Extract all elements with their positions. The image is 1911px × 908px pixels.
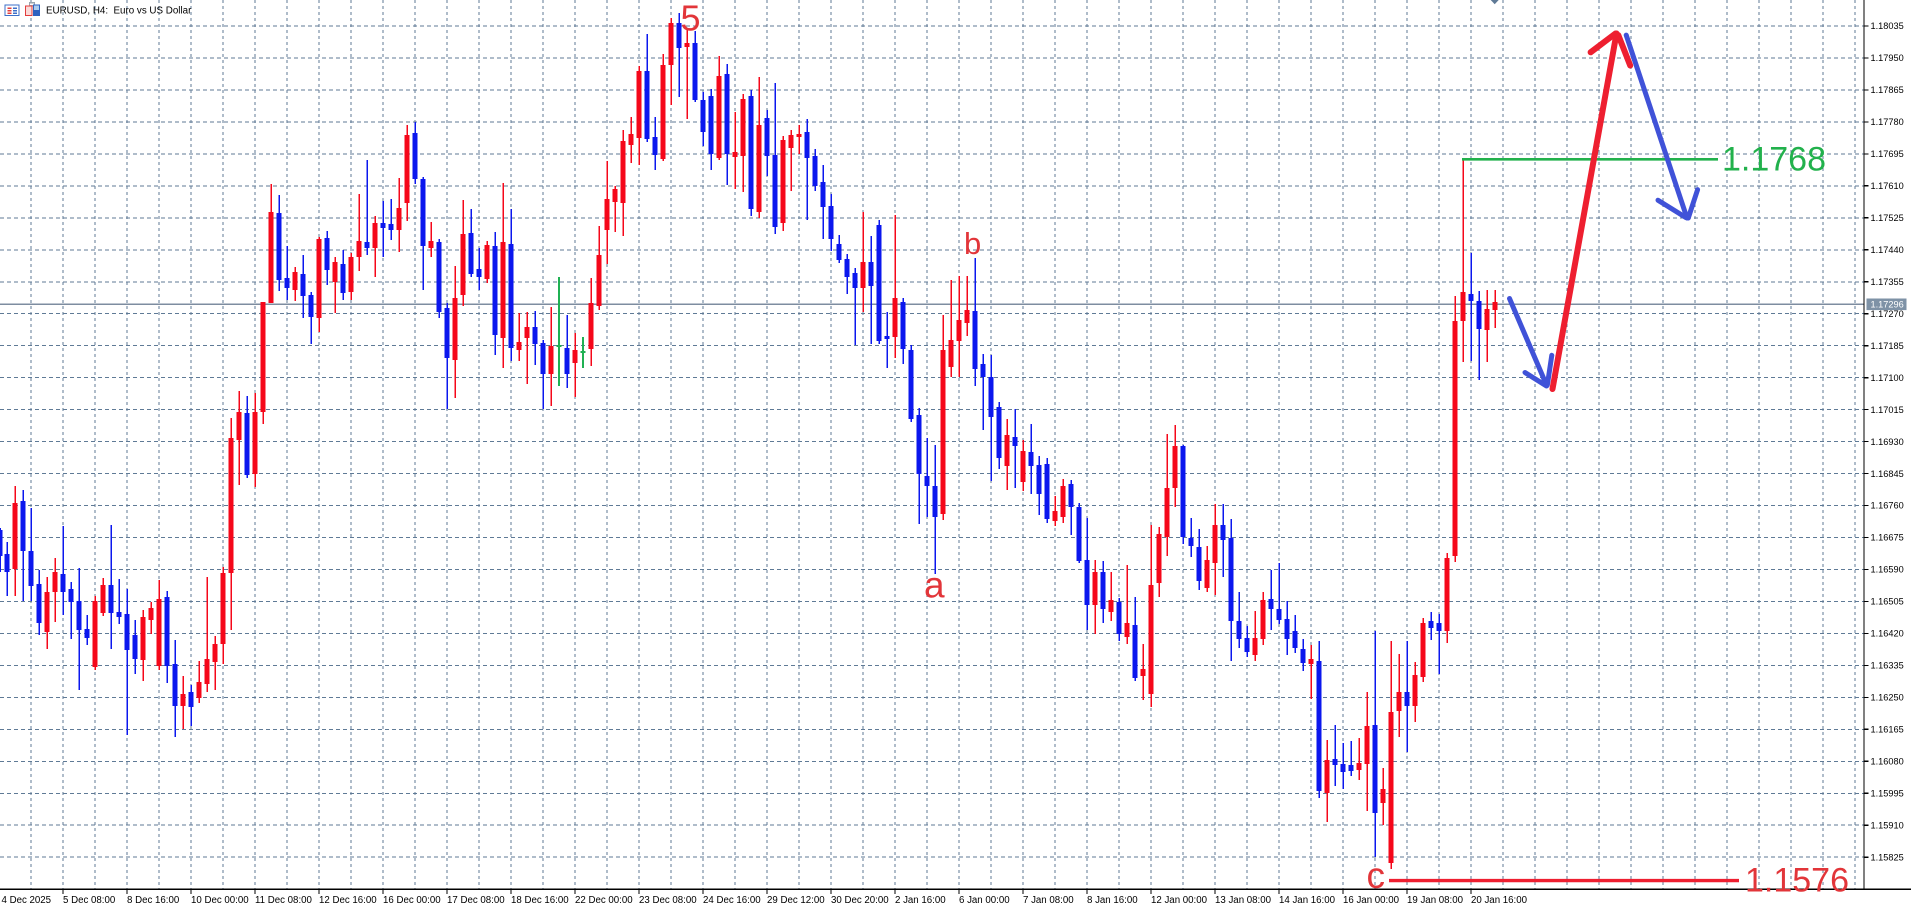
svg-text:1.17695: 1.17695 — [1871, 149, 1904, 159]
svg-text:2 Jan 16:00: 2 Jan 16:00 — [895, 895, 946, 906]
svg-text:10 Dec 00:00: 10 Dec 00:00 — [191, 895, 249, 906]
svg-text:22 Dec 00:00: 22 Dec 00:00 — [575, 895, 633, 906]
svg-text:30 Dec 20:00: 30 Dec 20:00 — [831, 895, 889, 906]
svg-text:23 Dec 08:00: 23 Dec 08:00 — [639, 895, 697, 906]
svg-text:a: a — [924, 565, 945, 606]
svg-text:4 Dec 2025: 4 Dec 2025 — [2, 895, 52, 906]
svg-text:EURUSD, H4: Euro vs US Dollar: EURUSD, H4: Euro vs US Dollar — [46, 6, 192, 17]
svg-text:1.16930: 1.16930 — [1871, 437, 1904, 447]
svg-text:1.16675: 1.16675 — [1871, 533, 1904, 543]
svg-text:14 Jan 16:00: 14 Jan 16:00 — [1279, 895, 1336, 906]
svg-text:1.16590: 1.16590 — [1871, 565, 1904, 575]
svg-text:1.17525: 1.17525 — [1871, 213, 1904, 223]
svg-text:6 Jan 00:00: 6 Jan 00:00 — [959, 895, 1010, 906]
svg-text:1.16335: 1.16335 — [1871, 661, 1904, 671]
svg-text:16 Jan 00:00: 16 Jan 00:00 — [1343, 895, 1400, 906]
svg-text:1.17100: 1.17100 — [1871, 373, 1904, 383]
svg-text:1.1768: 1.1768 — [1722, 141, 1826, 179]
svg-text:1.16165: 1.16165 — [1871, 725, 1904, 735]
svg-text:1.17270: 1.17270 — [1871, 309, 1904, 319]
svg-text:29 Dec 12:00: 29 Dec 12:00 — [767, 895, 825, 906]
svg-text:1.17355: 1.17355 — [1871, 277, 1904, 287]
svg-text:1.15995: 1.15995 — [1871, 789, 1904, 799]
svg-text:5 Dec 08:00: 5 Dec 08:00 — [63, 895, 116, 906]
svg-text:1.17780: 1.17780 — [1871, 117, 1904, 127]
svg-text:8 Dec 16:00: 8 Dec 16:00 — [127, 895, 180, 906]
svg-text:1.1576: 1.1576 — [1745, 862, 1849, 900]
svg-text:1.16420: 1.16420 — [1871, 629, 1904, 639]
svg-text:c: c — [1367, 855, 1386, 896]
svg-text:18 Dec 16:00: 18 Dec 16:00 — [511, 895, 569, 906]
svg-text:1.17296: 1.17296 — [1871, 300, 1904, 310]
svg-text:1.17015: 1.17015 — [1871, 405, 1904, 415]
svg-text:5: 5 — [681, 0, 701, 38]
svg-text:20 Jan 16:00: 20 Jan 16:00 — [1471, 895, 1528, 906]
svg-text:17 Dec 08:00: 17 Dec 08:00 — [447, 895, 505, 906]
svg-text:1.18035: 1.18035 — [1871, 21, 1904, 31]
svg-text:1.16760: 1.16760 — [1871, 501, 1904, 511]
svg-text:16 Dec 00:00: 16 Dec 00:00 — [383, 895, 441, 906]
svg-text:1.16845: 1.16845 — [1871, 469, 1904, 479]
svg-text:1.17440: 1.17440 — [1871, 245, 1904, 255]
svg-text:1.16250: 1.16250 — [1871, 693, 1904, 703]
svg-text:1.15825: 1.15825 — [1871, 852, 1904, 862]
svg-text:12 Jan 00:00: 12 Jan 00:00 — [1151, 895, 1208, 906]
svg-text:1.16505: 1.16505 — [1871, 597, 1904, 607]
svg-text:11 Dec 08:00: 11 Dec 08:00 — [255, 895, 313, 906]
svg-text:19 Jan 08:00: 19 Jan 08:00 — [1407, 895, 1464, 906]
svg-text:12 Dec 16:00: 12 Dec 16:00 — [319, 895, 377, 906]
svg-text:1.16080: 1.16080 — [1871, 757, 1904, 767]
svg-text:1.15910: 1.15910 — [1871, 821, 1904, 831]
svg-text:1.17185: 1.17185 — [1871, 341, 1904, 351]
svg-text:13 Jan 08:00: 13 Jan 08:00 — [1215, 895, 1272, 906]
svg-text:1.17865: 1.17865 — [1871, 85, 1904, 95]
svg-text:7 Jan 08:00: 7 Jan 08:00 — [1023, 895, 1074, 906]
svg-text:1.17610: 1.17610 — [1871, 181, 1904, 191]
svg-text:b: b — [964, 226, 981, 261]
svg-text:8 Jan 16:00: 8 Jan 16:00 — [1087, 895, 1138, 906]
svg-text:24 Dec 16:00: 24 Dec 16:00 — [703, 895, 761, 906]
svg-text:1.17950: 1.17950 — [1871, 53, 1904, 63]
